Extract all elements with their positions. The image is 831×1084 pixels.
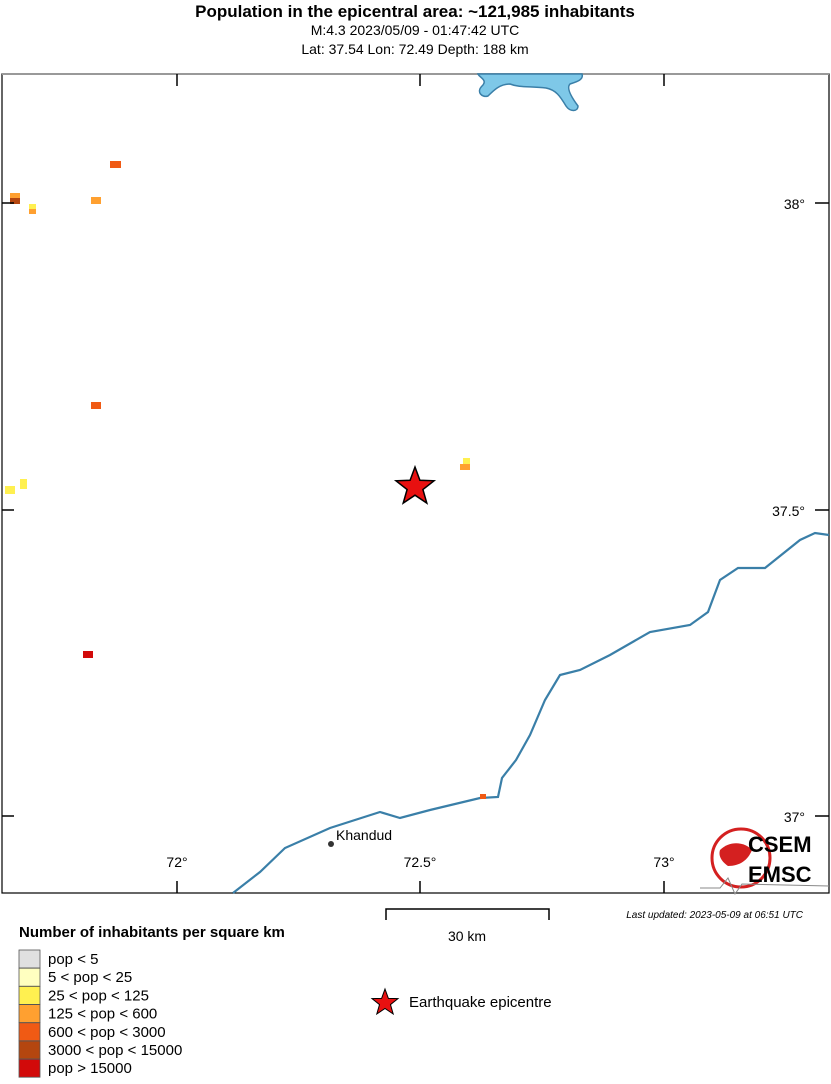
logo: CSEM EMSC <box>700 827 830 896</box>
lat-label: 37° <box>784 809 805 825</box>
pop-cell <box>10 193 20 198</box>
place-dot <box>328 841 334 847</box>
place-label: Khandud <box>336 827 392 843</box>
legend-label: 3000 < pop < 15000 <box>48 1042 182 1059</box>
lon-label: 72.5° <box>404 854 437 870</box>
legend-swatch <box>18 1022 41 1042</box>
lon-label: 72° <box>166 854 187 870</box>
lon-label: 73° <box>653 854 674 870</box>
legend-label: pop > 15000 <box>48 1060 132 1077</box>
legend-label: 25 < pop < 125 <box>48 987 149 1004</box>
pop-cell <box>480 794 486 799</box>
legend-label: 600 < pop < 3000 <box>48 1024 166 1041</box>
lat-label: 38° <box>784 196 805 212</box>
legend-epicentre: Earthquake epicentre <box>409 994 552 1011</box>
map: 38° 37.5° 37° 72° 72.5° 73° Khandud CSEM… <box>1 73 830 896</box>
legend-swatch <box>18 949 41 969</box>
epicentre-star <box>393 464 437 505</box>
legend-label: pop < 5 <box>48 951 98 968</box>
scale-bar <box>385 908 550 920</box>
river <box>232 531 830 894</box>
legend-swatch <box>18 1004 41 1023</box>
pop-cell <box>20 479 27 489</box>
pop-cell <box>460 464 470 470</box>
legend-title: Number of inhabitants per square km <box>19 924 285 941</box>
population-cells <box>5 161 486 799</box>
pop-cell <box>463 458 470 464</box>
pop-cell <box>29 209 36 214</box>
legend-swatch <box>18 967 41 987</box>
pop-cell <box>10 198 20 204</box>
scale-label: 30 km <box>448 928 486 944</box>
pop-cell <box>83 651 93 658</box>
pop-cell <box>29 204 36 209</box>
lat-label: 37.5° <box>772 503 805 519</box>
location: Lat: 37.54 Lon: 72.49 Depth: 188 km <box>301 41 528 57</box>
legend-swatch <box>18 1058 41 1078</box>
subtitle: M:4.3 2023/05/09 - 01:47:42 UTC <box>311 22 520 38</box>
legend-swatch <box>18 986 41 1005</box>
pop-cell <box>110 161 121 168</box>
legend-label: 125 < pop < 600 <box>48 1006 157 1023</box>
pop-cell <box>5 486 15 494</box>
title: Population in the epicentral area: ~121,… <box>195 2 635 21</box>
legend-star <box>370 987 400 1016</box>
logo-text: EMSC <box>748 862 812 887</box>
pop-cell <box>91 197 101 204</box>
lake <box>476 73 584 112</box>
last-updated: Last updated: 2023-05-09 at 06:51 UTC <box>626 910 804 921</box>
ticks <box>2 74 829 893</box>
logo-text: CSEM <box>748 832 812 857</box>
legend-swatch <box>18 1040 41 1060</box>
pop-cell <box>91 402 101 409</box>
legend-label: 5 < pop < 25 <box>48 969 132 986</box>
